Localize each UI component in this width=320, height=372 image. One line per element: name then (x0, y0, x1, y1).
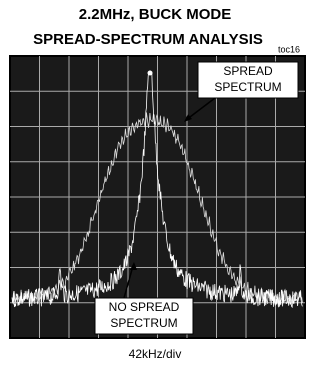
title-line: SPREAD-SPECTRUM ANALYSIS (33, 31, 263, 48)
figure: 2.2MHz, BUCK MODE SPREAD-SPECTRUM ANALYS… (0, 0, 310, 367)
label-text: SPECTRUM (214, 80, 281, 94)
label-text: SPECTRUM (110, 316, 177, 330)
title-line: 2.2MHz, BUCK MODE (79, 6, 232, 23)
figure-code: toc16 (278, 44, 300, 54)
marker (148, 71, 153, 76)
label-text: NO SPREAD (109, 300, 180, 314)
label-text: SPREAD (223, 64, 273, 78)
page: {"header": {"title": ["2.2MHz, BUCK MODE… (0, 0, 310, 367)
x-axis-label: 42kHz/div (129, 347, 182, 361)
